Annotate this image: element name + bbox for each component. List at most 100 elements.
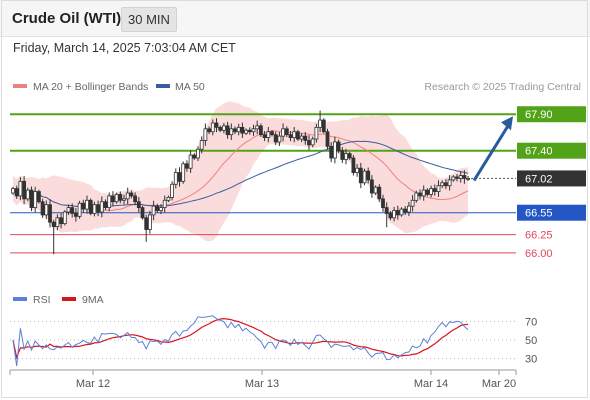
timeframe-button[interactable]: 30 MIN bbox=[121, 7, 177, 32]
candle-body bbox=[436, 185, 441, 192]
candle bbox=[166, 195, 171, 203]
candle-body bbox=[140, 207, 145, 219]
level-label-4: 66.25 bbox=[525, 230, 553, 242]
candle-body bbox=[125, 192, 130, 200]
candle bbox=[373, 185, 378, 195]
x-tick-label-2: Mar 14 bbox=[414, 378, 448, 390]
price-level-labels: 67.90 67.40 67.02 66.55 66.25 66.00 bbox=[517, 106, 586, 260]
candle bbox=[377, 184, 382, 202]
arrow-head bbox=[501, 116, 513, 131]
candle bbox=[37, 189, 41, 204]
candle-body bbox=[92, 204, 97, 214]
candle bbox=[103, 199, 108, 211]
candle-body bbox=[192, 154, 197, 159]
candle-body bbox=[118, 194, 123, 201]
candle bbox=[258, 123, 263, 138]
candle-body bbox=[462, 175, 467, 179]
candle-body bbox=[229, 128, 234, 136]
rsi-tick-label-2: 30 bbox=[525, 354, 537, 366]
candle-body bbox=[188, 154, 193, 169]
arrow-shaft bbox=[472, 123, 511, 182]
candle bbox=[99, 196, 104, 218]
candles bbox=[11, 110, 471, 255]
candle bbox=[266, 127, 271, 143]
candle bbox=[151, 200, 156, 221]
candle bbox=[244, 128, 249, 136]
candle-body bbox=[48, 204, 52, 223]
candle bbox=[203, 123, 208, 146]
candle-body bbox=[344, 153, 348, 160]
candle bbox=[466, 176, 471, 181]
candle-body bbox=[318, 119, 323, 128]
candle bbox=[173, 168, 178, 189]
candle-body bbox=[177, 172, 182, 182]
candle bbox=[11, 186, 15, 195]
candle-body bbox=[218, 126, 223, 131]
candle bbox=[281, 123, 286, 142]
candle-body bbox=[366, 170, 371, 181]
candle bbox=[111, 191, 115, 207]
x-tick-label-1: Mar 13 bbox=[245, 378, 279, 390]
candle-body bbox=[377, 186, 382, 200]
candle-body bbox=[336, 141, 341, 152]
candle-body bbox=[295, 131, 300, 140]
candle bbox=[207, 126, 212, 135]
candle bbox=[199, 136, 204, 154]
candle-body bbox=[40, 201, 45, 216]
candle-body bbox=[103, 201, 108, 209]
candle-body bbox=[55, 217, 60, 227]
candle-body bbox=[410, 199, 415, 207]
level-label-bg-1 bbox=[517, 142, 586, 159]
candle-body bbox=[255, 125, 260, 130]
candle bbox=[136, 197, 141, 213]
candle bbox=[366, 167, 371, 184]
candle-body bbox=[133, 195, 138, 203]
candle-body bbox=[455, 176, 459, 179]
candle bbox=[384, 202, 389, 228]
candle-body bbox=[292, 131, 297, 138]
candle bbox=[62, 210, 67, 226]
candle-body bbox=[51, 221, 56, 227]
candle-body bbox=[99, 201, 104, 213]
candle bbox=[314, 123, 319, 143]
level-label-3: 66.55 bbox=[525, 208, 553, 220]
candle bbox=[170, 181, 175, 201]
candle bbox=[236, 123, 241, 136]
candle-body bbox=[325, 131, 330, 147]
candle-body bbox=[299, 135, 304, 140]
candle bbox=[310, 136, 315, 148]
level-label-bg-0 bbox=[517, 106, 586, 123]
candle-body bbox=[111, 195, 115, 203]
candle bbox=[218, 125, 223, 133]
candle bbox=[233, 126, 237, 135]
candle bbox=[277, 131, 282, 147]
rsi-tick-label-1: 50 bbox=[525, 335, 537, 347]
candle-body bbox=[233, 128, 237, 133]
candle-body bbox=[277, 135, 282, 143]
forecast-arrow bbox=[472, 116, 513, 182]
candle bbox=[307, 135, 311, 151]
candle bbox=[458, 171, 463, 183]
candle bbox=[155, 203, 160, 213]
candle bbox=[22, 176, 27, 205]
candle bbox=[240, 122, 245, 138]
candle-body bbox=[114, 194, 119, 203]
candle-body bbox=[181, 163, 186, 182]
candle-body bbox=[314, 126, 319, 140]
candle-body bbox=[199, 140, 204, 150]
candle-body bbox=[414, 192, 419, 201]
candle-body bbox=[388, 213, 393, 219]
candle bbox=[362, 168, 367, 186]
x-tick-label-3: Mar 20 bbox=[482, 378, 516, 390]
candle bbox=[251, 124, 256, 136]
x-axis-ticks: Mar 12 Mar 13 Mar 14 Mar 20 bbox=[9, 370, 517, 390]
candle-body bbox=[155, 205, 160, 211]
candle bbox=[74, 208, 78, 222]
level-label-0: 67.90 bbox=[525, 109, 553, 121]
candle-body bbox=[395, 210, 400, 216]
candle-body bbox=[77, 202, 82, 217]
legend-swatch-rsi bbox=[13, 297, 27, 301]
candle bbox=[33, 186, 38, 213]
candle bbox=[40, 198, 45, 218]
candle-body bbox=[273, 134, 278, 143]
